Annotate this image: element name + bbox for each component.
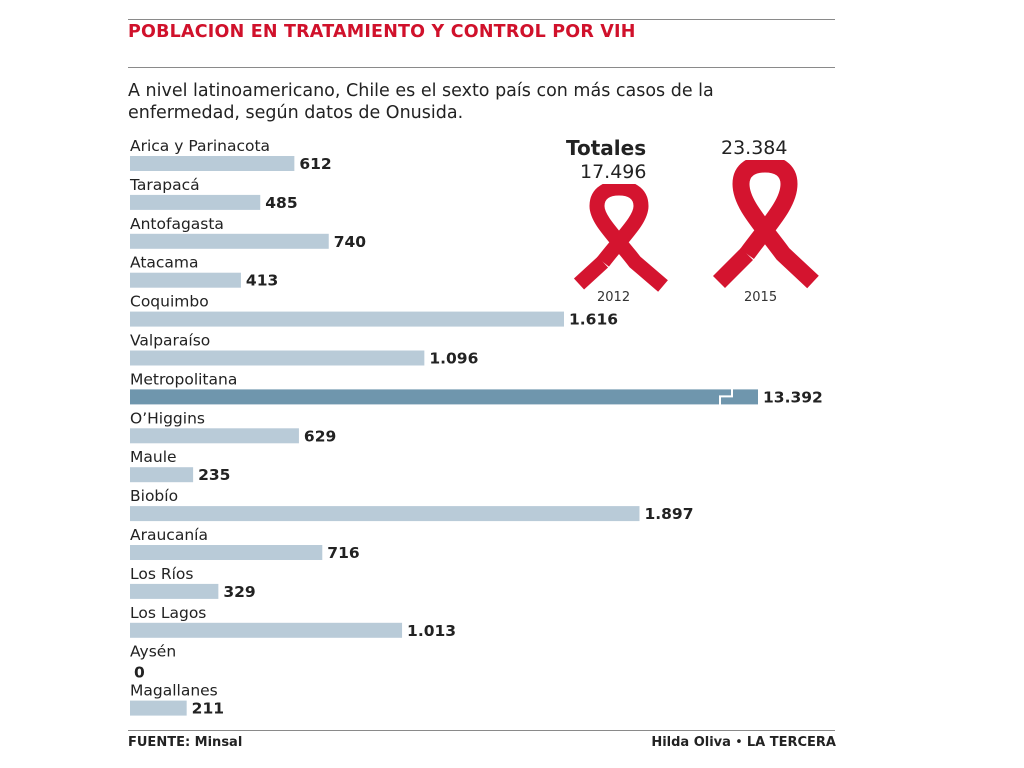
aids-ribbon-icon <box>573 184 668 292</box>
value-label: 612 <box>299 155 331 173</box>
value-label: 1.897 <box>644 505 693 523</box>
author-name: Hilda Oliva <box>651 735 731 750</box>
region-label: Antofagasta <box>130 215 224 233</box>
chart-subtitle: A nivel latinoamericano, Chile es el sex… <box>128 81 714 123</box>
footer-rule <box>128 730 835 731</box>
bar <box>130 583 219 599</box>
value-label: 716 <box>327 544 359 562</box>
bar <box>130 428 299 444</box>
value-label: 235 <box>198 466 230 484</box>
year-label-2015: 2015 <box>744 290 778 305</box>
region-label: Atacama <box>130 254 199 272</box>
source-note: FUENTE: Minsal <box>128 735 243 750</box>
value-label: 0 <box>134 664 145 682</box>
bar <box>130 545 323 560</box>
bar <box>130 156 295 171</box>
region-label: Tarapacá <box>129 176 200 194</box>
value-label: 211 <box>192 700 224 718</box>
aids-ribbon-icon <box>712 160 819 289</box>
value-label: 1.096 <box>429 350 478 368</box>
value-label: 629 <box>304 427 336 445</box>
bar <box>130 311 564 327</box>
credit-separator: • <box>735 735 743 750</box>
value-label: 329 <box>223 583 255 601</box>
top-rule <box>128 19 835 20</box>
total-value-2012: 17.496 <box>580 161 647 183</box>
region-label: Valparaíso <box>130 332 210 350</box>
region-label: Magallanes <box>130 682 218 700</box>
value-label: 1.616 <box>569 311 618 329</box>
region-label: Coquimbo <box>130 293 209 311</box>
region-label: O’Higgins <box>130 409 205 427</box>
region-label: Maule <box>130 448 177 466</box>
region-label: Biobío <box>130 487 178 505</box>
credit-line: Hilda Oliva • LA TERCERA <box>651 735 836 750</box>
title-rule <box>128 67 835 68</box>
bar <box>130 622 403 638</box>
region-label: Aysén <box>130 643 176 661</box>
region-label: Araucanía <box>130 526 208 544</box>
value-label: 740 <box>334 233 367 251</box>
value-label: 1.013 <box>407 622 456 640</box>
axis-break-mark <box>719 388 733 406</box>
bar <box>130 467 194 483</box>
region-label: Arica y Parinacota <box>130 137 270 155</box>
publication-name: LA TERCERA <box>746 735 836 750</box>
bar <box>130 350 425 366</box>
chart-title: POBLACION EN TRATAMIENTO Y CONTROL POR V… <box>128 22 636 42</box>
region-label: Los Lagos <box>130 604 206 622</box>
value-label: 485 <box>265 194 297 212</box>
region-label: Los Ríos <box>130 565 193 583</box>
region-label: Metropolitana <box>130 370 237 388</box>
bar <box>130 506 640 522</box>
bar <box>130 272 241 288</box>
bar <box>130 194 261 210</box>
totals-heading: Totales <box>566 136 647 160</box>
total-value-2015: 23.384 <box>721 137 788 159</box>
year-label-2012: 2012 <box>597 290 631 305</box>
bar <box>130 233 329 249</box>
value-label: 13.392 <box>763 388 823 406</box>
bar <box>130 700 187 716</box>
value-label: 413 <box>246 272 278 290</box>
bar <box>130 389 758 405</box>
